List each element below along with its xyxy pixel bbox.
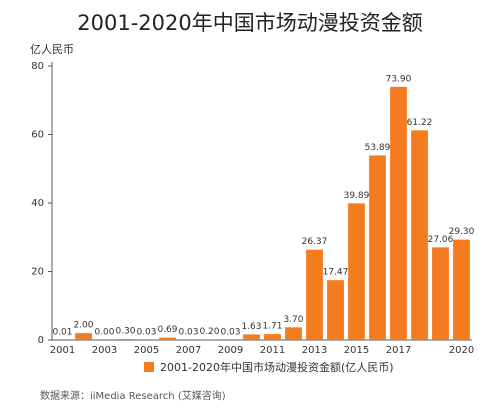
y-axis-label: 亿人民币 xyxy=(30,43,74,56)
value-label: 39.89 xyxy=(344,191,370,201)
bar xyxy=(285,327,302,340)
y-tick-label: 0 xyxy=(38,335,44,346)
bar xyxy=(306,249,323,340)
value-label: 0.00 xyxy=(94,328,114,338)
bar xyxy=(432,247,449,340)
bar xyxy=(117,338,134,340)
value-label: 73.90 xyxy=(386,74,412,84)
value-label: 27.06 xyxy=(428,235,454,245)
value-label: 3.70 xyxy=(283,315,303,325)
x-tick-label: 2015 xyxy=(344,345,369,356)
bar xyxy=(453,239,470,340)
x-tick-label: 2013 xyxy=(302,345,327,356)
bar xyxy=(390,86,407,340)
value-label: 53.89 xyxy=(365,143,391,153)
value-label: 61.22 xyxy=(407,118,433,128)
x-tick-label: 2003 xyxy=(92,345,117,356)
bar xyxy=(75,333,92,340)
bar xyxy=(159,337,176,340)
value-label: 0.20 xyxy=(199,327,219,337)
value-label: 1.63 xyxy=(241,322,261,332)
bar xyxy=(369,155,386,340)
x-tick-label: 2020 xyxy=(449,345,474,356)
bar xyxy=(411,130,428,340)
value-label: 29.30 xyxy=(449,227,475,237)
y-tick-label: 80 xyxy=(31,61,44,72)
value-label: 0.03 xyxy=(136,327,156,337)
x-tick-label: 2001 xyxy=(50,345,75,356)
x-tick-label: 2017 xyxy=(386,345,411,356)
x-tick-label: 2007 xyxy=(176,345,201,356)
bar xyxy=(264,334,281,340)
y-tick-label: 60 xyxy=(31,130,44,141)
value-label: 17.47 xyxy=(323,268,349,278)
value-label: 26.37 xyxy=(302,237,328,247)
y-tick-label: 40 xyxy=(31,198,44,209)
chart-title: 2001-2020年中国市场动漫投资金额 xyxy=(77,11,422,35)
bar xyxy=(201,339,218,340)
value-label: 0.30 xyxy=(115,326,135,336)
legend-swatch xyxy=(144,362,154,372)
value-label: 0.03 xyxy=(178,327,198,337)
value-label: 1.71 xyxy=(262,322,282,332)
bar xyxy=(327,280,344,340)
bar xyxy=(243,334,260,340)
value-label: 0.03 xyxy=(220,327,240,337)
x-tick-label: 2011 xyxy=(260,345,285,356)
value-label: 2.00 xyxy=(73,321,93,331)
y-tick-label: 20 xyxy=(31,267,44,278)
legend-label: 2001-2020年中国市场动漫投资金额(亿人民币) xyxy=(160,360,394,374)
bar xyxy=(348,203,365,340)
x-tick-label: 2005 xyxy=(134,345,159,356)
value-label: 0.01 xyxy=(52,327,72,337)
x-tick-label: 2009 xyxy=(218,345,243,356)
value-label: 0.69 xyxy=(157,325,177,335)
source-note: 数据来源：iiMedia Research (艾媒咨询) xyxy=(40,389,226,402)
